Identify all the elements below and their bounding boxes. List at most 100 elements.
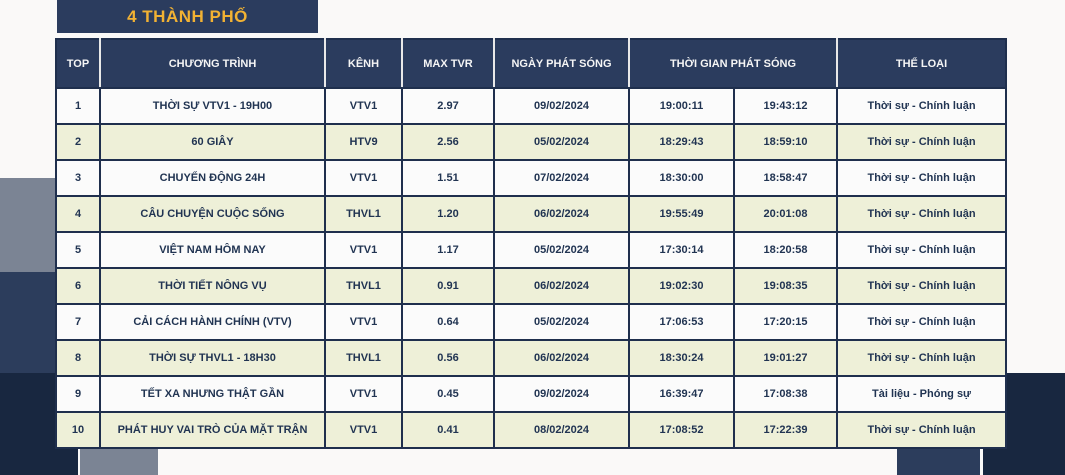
genre-cell: Tài liệu - Phóng sự [836,375,1008,413]
end-time-cell: 17:20:15 [732,303,839,341]
table-row: 5 VIỆT NAM HÔM NAY VTV1 1.17 05/02/2024 17:30… [55,231,1008,269]
page-title-banner: 4 THÀNH PHỐ [57,0,318,33]
air-date-cell: 09/02/2024 [493,375,630,413]
genre-cell: Thời sự - Chính luận [836,267,1008,305]
air-date-cell: 06/02/2024 [493,267,630,305]
table-row: 1 THỜI SỰ VTV1 - 19H00 VTV1 2.97 09/02/2024 1… [55,87,1008,125]
max-tvr-cell: 0.56 [401,339,495,377]
end-time-cell: 19:01:27 [732,339,839,377]
table-row: 9 TẾT XA NHƯNG THẬT GẦN VTV1 0.45 09/02/2024… [55,375,1008,413]
page-title: 4 THÀNH PHỐ [127,6,248,26]
program-cell: CẢI CÁCH HÀNH CHÍNH (VTV) [99,303,326,341]
table-row: 6 THỜI TIẾT NÔNG VỤ THVL1 0.91 06/02/2024 19:… [55,267,1008,305]
channel-cell: HTV9 [324,123,403,161]
start-time-cell: 16:39:47 [628,375,735,413]
genre-cell: Thời sự - Chính luận [836,411,1008,449]
start-time-cell: 17:06:53 [628,303,735,341]
genre-cell: Thời sự - Chính luận [836,195,1008,233]
end-time-cell: 19:08:35 [732,267,839,305]
genre-cell: Thời sự - Chính luận [836,231,1008,269]
program-cell: PHÁT HUY VAI TRÒ CỦA MẶT TRẬN [99,411,326,449]
air-date-cell: 05/02/2024 [493,303,630,341]
program-cell: THỜI SỰ THVL1 - 18H30 [99,339,326,377]
tvr-ranking-table: TOP CHƯƠNG TRÌNH KÊNH MAX TVR NGÀY PHÁT … [55,38,1008,449]
program-cell: VIỆT NAM HÔM NAY [99,231,326,269]
table-row: 7 CẢI CÁCH HÀNH CHÍNH (VTV) VTV1 0.64 05/02/… [55,303,1008,341]
header-program: CHƯƠNG TRÌNH [99,38,326,89]
decor-left-navy-block [0,272,57,373]
end-time-cell: 19:43:12 [732,87,839,125]
genre-cell: Thời sự - Chính luận [836,339,1008,377]
max-tvr-cell: 2.56 [401,123,495,161]
header-max-tvr: MAX TVR [401,38,495,89]
rank-cell: 2 [55,123,101,161]
air-date-cell: 05/02/2024 [493,231,630,269]
end-time-cell: 20:01:08 [732,195,839,233]
header-channel: KÊNH [324,38,403,89]
rank-cell: 9 [55,375,101,413]
channel-cell: VTV1 [324,375,403,413]
start-time-cell: 17:30:14 [628,231,735,269]
max-tvr-cell: 2.97 [401,87,495,125]
end-time-cell: 18:59:10 [732,123,839,161]
program-cell: TẾT XA NHƯNG THẬT GẦN [99,375,326,413]
end-time-cell: 18:20:58 [732,231,839,269]
program-cell: CHUYỂN ĐỘNG 24H [99,159,326,197]
end-time-cell: 17:22:39 [732,411,839,449]
program-cell: CÂU CHUYỆN CUỘC SỐNG [99,195,326,233]
max-tvr-cell: 0.64 [401,303,495,341]
rank-cell: 3 [55,159,101,197]
channel-cell: THVL1 [324,267,403,305]
max-tvr-cell: 0.41 [401,411,495,449]
start-time-cell: 19:55:49 [628,195,735,233]
table-row: 8 THỜI SỰ THVL1 - 18H30 THVL1 0.56 06/02/202… [55,339,1008,377]
start-time-cell: 18:30:00 [628,159,735,197]
rank-cell: 4 [55,195,101,233]
genre-cell: Thời sự - Chính luận [836,123,1008,161]
program-cell: 60 GIÂY [99,123,326,161]
header-row: TOP CHƯƠNG TRÌNH KÊNH MAX TVR NGÀY PHÁT … [55,38,1008,89]
max-tvr-cell: 1.51 [401,159,495,197]
end-time-cell: 17:08:38 [732,375,839,413]
channel-cell: VTV1 [324,159,403,197]
rank-cell: 8 [55,339,101,377]
rank-cell: 10 [55,411,101,449]
table-row: 2 60 GIÂY HTV9 2.56 05/02/2024 18:29:43 18:59:… [55,123,1008,161]
air-date-cell: 08/02/2024 [493,411,630,449]
channel-cell: VTV1 [324,231,403,269]
air-date-cell: 07/02/2024 [493,159,630,197]
max-tvr-cell: 1.20 [401,195,495,233]
program-cell: THỜI TIẾT NÔNG VỤ [99,267,326,305]
rank-cell: 1 [55,87,101,125]
channel-cell: THVL1 [324,195,403,233]
rank-cell: 5 [55,231,101,269]
decor-left-gray-block [0,178,56,272]
program-cell: THỜI SỰ VTV1 - 19H00 [99,87,326,125]
start-time-cell: 18:29:43 [628,123,735,161]
header-air-time: THỜI GIAN PHÁT SÓNG [627,38,839,89]
table-row: 4 CÂU CHUYỆN CUỘC SỐNG THVL1 1.20 06/02/2024… [55,195,1008,233]
start-time-cell: 19:02:30 [628,267,735,305]
table-body: 1 THỜI SỰ VTV1 - 19H00 VTV1 2.97 09/02/2024 1… [55,87,1008,449]
start-time-cell: 19:00:11 [628,87,735,125]
channel-cell: VTV1 [324,87,403,125]
genre-cell: Thời sự - Chính luận [836,303,1008,341]
max-tvr-cell: 0.45 [401,375,495,413]
channel-cell: THVL1 [324,339,403,377]
start-time-cell: 18:30:24 [628,339,735,377]
air-date-cell: 06/02/2024 [493,195,630,233]
air-date-cell: 09/02/2024 [493,87,630,125]
air-date-cell: 05/02/2024 [493,123,630,161]
max-tvr-cell: 1.17 [401,231,495,269]
air-date-cell: 06/02/2024 [493,339,630,377]
start-time-cell: 17:08:52 [628,411,735,449]
channel-cell: VTV1 [324,411,403,449]
end-time-cell: 18:58:47 [732,159,839,197]
genre-cell: Thời sự - Chính luận [836,159,1008,197]
table-row: 10 PHÁT HUY VAI TRÒ CỦA MẶT TRẬN VTV1 0.41 0… [55,411,1008,449]
header-genre: THỂ LOẠI [836,38,1008,89]
rank-cell: 6 [55,267,101,305]
table-header: TOP CHƯƠNG TRÌNH KÊNH MAX TVR NGÀY PHÁT … [55,38,1008,89]
header-top: TOP [55,38,101,89]
max-tvr-cell: 0.91 [401,267,495,305]
